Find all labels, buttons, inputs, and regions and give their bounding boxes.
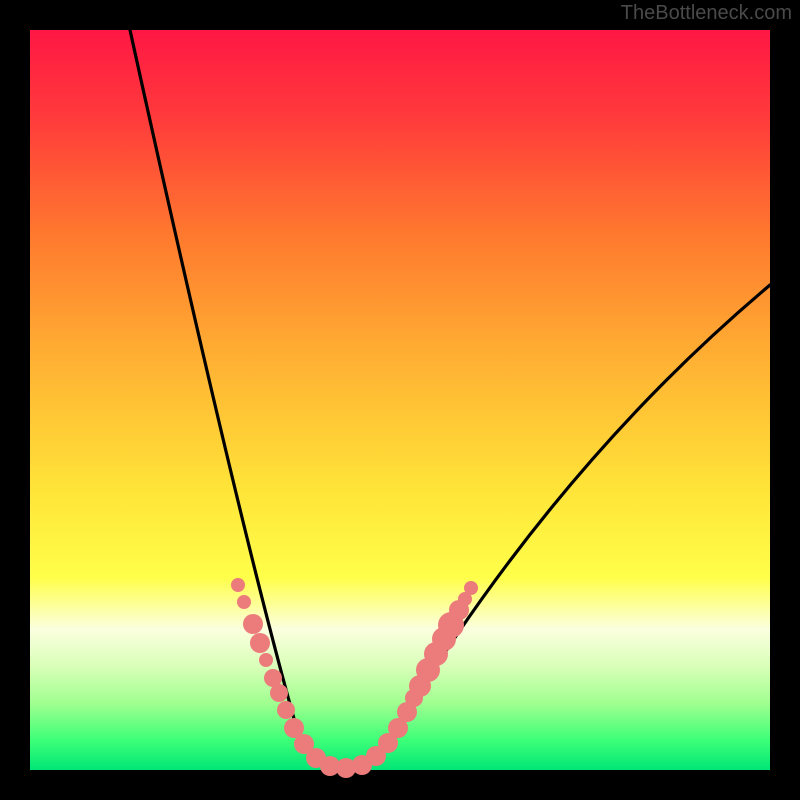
- data-marker: [277, 701, 295, 719]
- data-marker: [464, 581, 478, 595]
- plot-background-gradient: [30, 30, 770, 770]
- data-marker: [237, 595, 251, 609]
- data-marker: [259, 653, 273, 667]
- chart-root: TheBottleneck.com: [0, 0, 800, 800]
- data-marker: [243, 614, 263, 634]
- data-marker: [231, 578, 245, 592]
- data-marker: [270, 684, 288, 702]
- data-marker: [250, 633, 270, 653]
- chart-svg: [0, 0, 800, 800]
- watermark-text: TheBottleneck.com: [621, 2, 792, 25]
